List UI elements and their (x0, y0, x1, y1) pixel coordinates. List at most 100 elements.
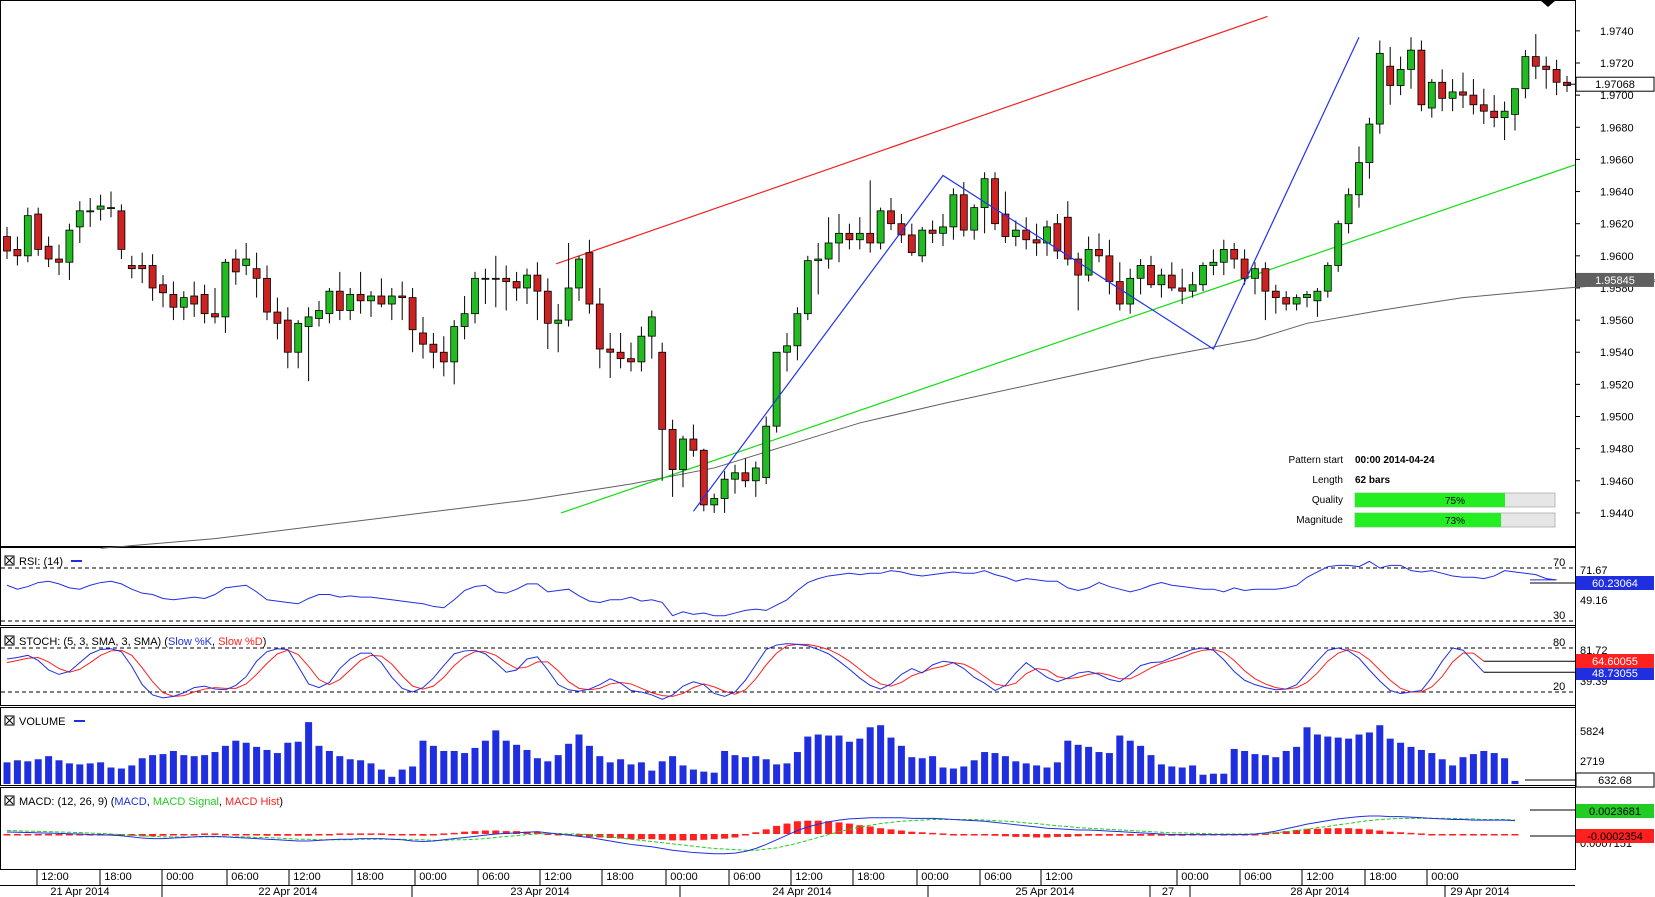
bearish-candle-body (429, 343, 438, 353)
bullish-candle-body (1084, 248, 1093, 276)
volume-bar (845, 741, 853, 784)
bearish-candle-body (512, 281, 521, 289)
bullish-candle-body (346, 293, 355, 311)
volume-tick-label-low: 2719 (1580, 756, 1604, 768)
candle (1043, 220, 1051, 256)
macd-hist-bar (1074, 834, 1082, 837)
volume-bar (502, 740, 510, 784)
bullish-candle-body (835, 232, 843, 244)
volume-bar (1085, 746, 1093, 784)
macd-hist-bar (502, 831, 510, 834)
macd-hist-bar (55, 834, 63, 836)
bearish-candle-body (1282, 297, 1291, 305)
bearish-candle-body (1167, 274, 1176, 289)
volume-bar (741, 757, 749, 784)
bearish-candle-body (689, 438, 698, 451)
pattern-start-value: 00:00 2014-04-24 (1355, 455, 1435, 466)
candle (1178, 268, 1187, 305)
macd-hist-bar (1261, 833, 1269, 835)
macd-hist-bar (897, 830, 905, 834)
volume-bar (13, 760, 21, 784)
macd-histogram (3, 820, 1519, 841)
volume-bar (929, 756, 937, 784)
stoch-d-legend: Slow %D (218, 636, 263, 648)
candle (928, 220, 937, 243)
macd-hist-bar (1105, 834, 1113, 836)
macd-hist-bar (637, 834, 645, 840)
macd-hist-bar (1147, 834, 1155, 836)
volume-bar (253, 746, 261, 784)
volume-bar (481, 740, 489, 784)
volume-bar (637, 762, 645, 784)
macd-hist-bar (1251, 834, 1259, 836)
bearish-candle-body (1542, 65, 1551, 70)
volume-bar (388, 776, 396, 784)
stoch-lines-group (6, 643, 1575, 700)
candle (1136, 259, 1145, 295)
macd-hist-bar (1126, 834, 1134, 836)
candle (283, 307, 292, 369)
volume-bar (294, 741, 302, 784)
bearish-candle-body (1417, 49, 1426, 106)
candle (1167, 262, 1176, 292)
macd-hist-bar (585, 834, 593, 837)
macd-hist-bar (336, 833, 344, 835)
candle (148, 254, 157, 301)
volume-bar (117, 768, 125, 784)
bullish-candle-body (1334, 223, 1343, 266)
volume-bar (669, 756, 677, 784)
bullish-candle-body (1427, 81, 1436, 109)
bearish-candle-body (668, 428, 677, 470)
bullish-candle-body (970, 207, 979, 231)
bullish-candle-body (1375, 52, 1384, 125)
macd-hist-bar (201, 833, 209, 835)
stoch-title: STOCH: (5, 3, SMA, 3, SMA) (Slow %K, Slo… (19, 636, 266, 648)
bearish-candle-body (897, 223, 906, 236)
scroll-marker-icon[interactable] (1540, 0, 1556, 7)
pattern-start-label: Pattern start (1289, 455, 1344, 466)
macd-hist-bar (679, 834, 687, 841)
candle (835, 214, 843, 263)
macd-collapse-cross (5, 796, 14, 805)
macd-hist-bar (169, 834, 177, 836)
bullish-candle-body (304, 316, 313, 327)
macd-hist-bar (346, 833, 354, 835)
volume-bar (1209, 773, 1217, 784)
volume-bar (908, 757, 916, 784)
macd-hist-bar (461, 831, 469, 834)
bullish-candle-body (1209, 261, 1218, 266)
bullish-candle-body (637, 335, 646, 363)
time-tick-label: 18:00 (356, 871, 384, 883)
stoch-k-badge (1576, 666, 1654, 680)
candle (647, 310, 656, 359)
candle (866, 180, 875, 253)
zigzag-path (692, 37, 1360, 512)
volume-bar (1293, 746, 1301, 784)
volume-bar (981, 752, 989, 784)
macd-hist-bar (710, 834, 718, 840)
candle (1022, 217, 1031, 250)
bearish-candle-body (658, 351, 667, 430)
candle (1334, 220, 1343, 272)
candle (554, 304, 563, 353)
macd-hist-bar (388, 834, 396, 836)
volume-bar (45, 756, 53, 784)
macd-hist-bar (1386, 831, 1394, 834)
bearish-candle-body (1053, 223, 1062, 252)
bullish-candle-body (471, 277, 479, 315)
candle (595, 287, 604, 369)
bullish-candle-body (720, 478, 729, 499)
candle (907, 223, 916, 256)
bearish-candle-body (13, 248, 22, 257)
candle (1448, 79, 1457, 112)
bearish-candle-body (1261, 268, 1270, 292)
volume-bar (34, 759, 42, 784)
candle (1427, 79, 1436, 118)
bearish-candle-body (627, 358, 635, 363)
candle (1188, 271, 1197, 298)
macd-hist-bar (1085, 834, 1093, 836)
candle (439, 336, 448, 377)
macd-hist-bar (825, 821, 833, 834)
date-label: 25 Apr 2014 (1015, 886, 1074, 897)
bearish-candle-body (1022, 229, 1031, 241)
